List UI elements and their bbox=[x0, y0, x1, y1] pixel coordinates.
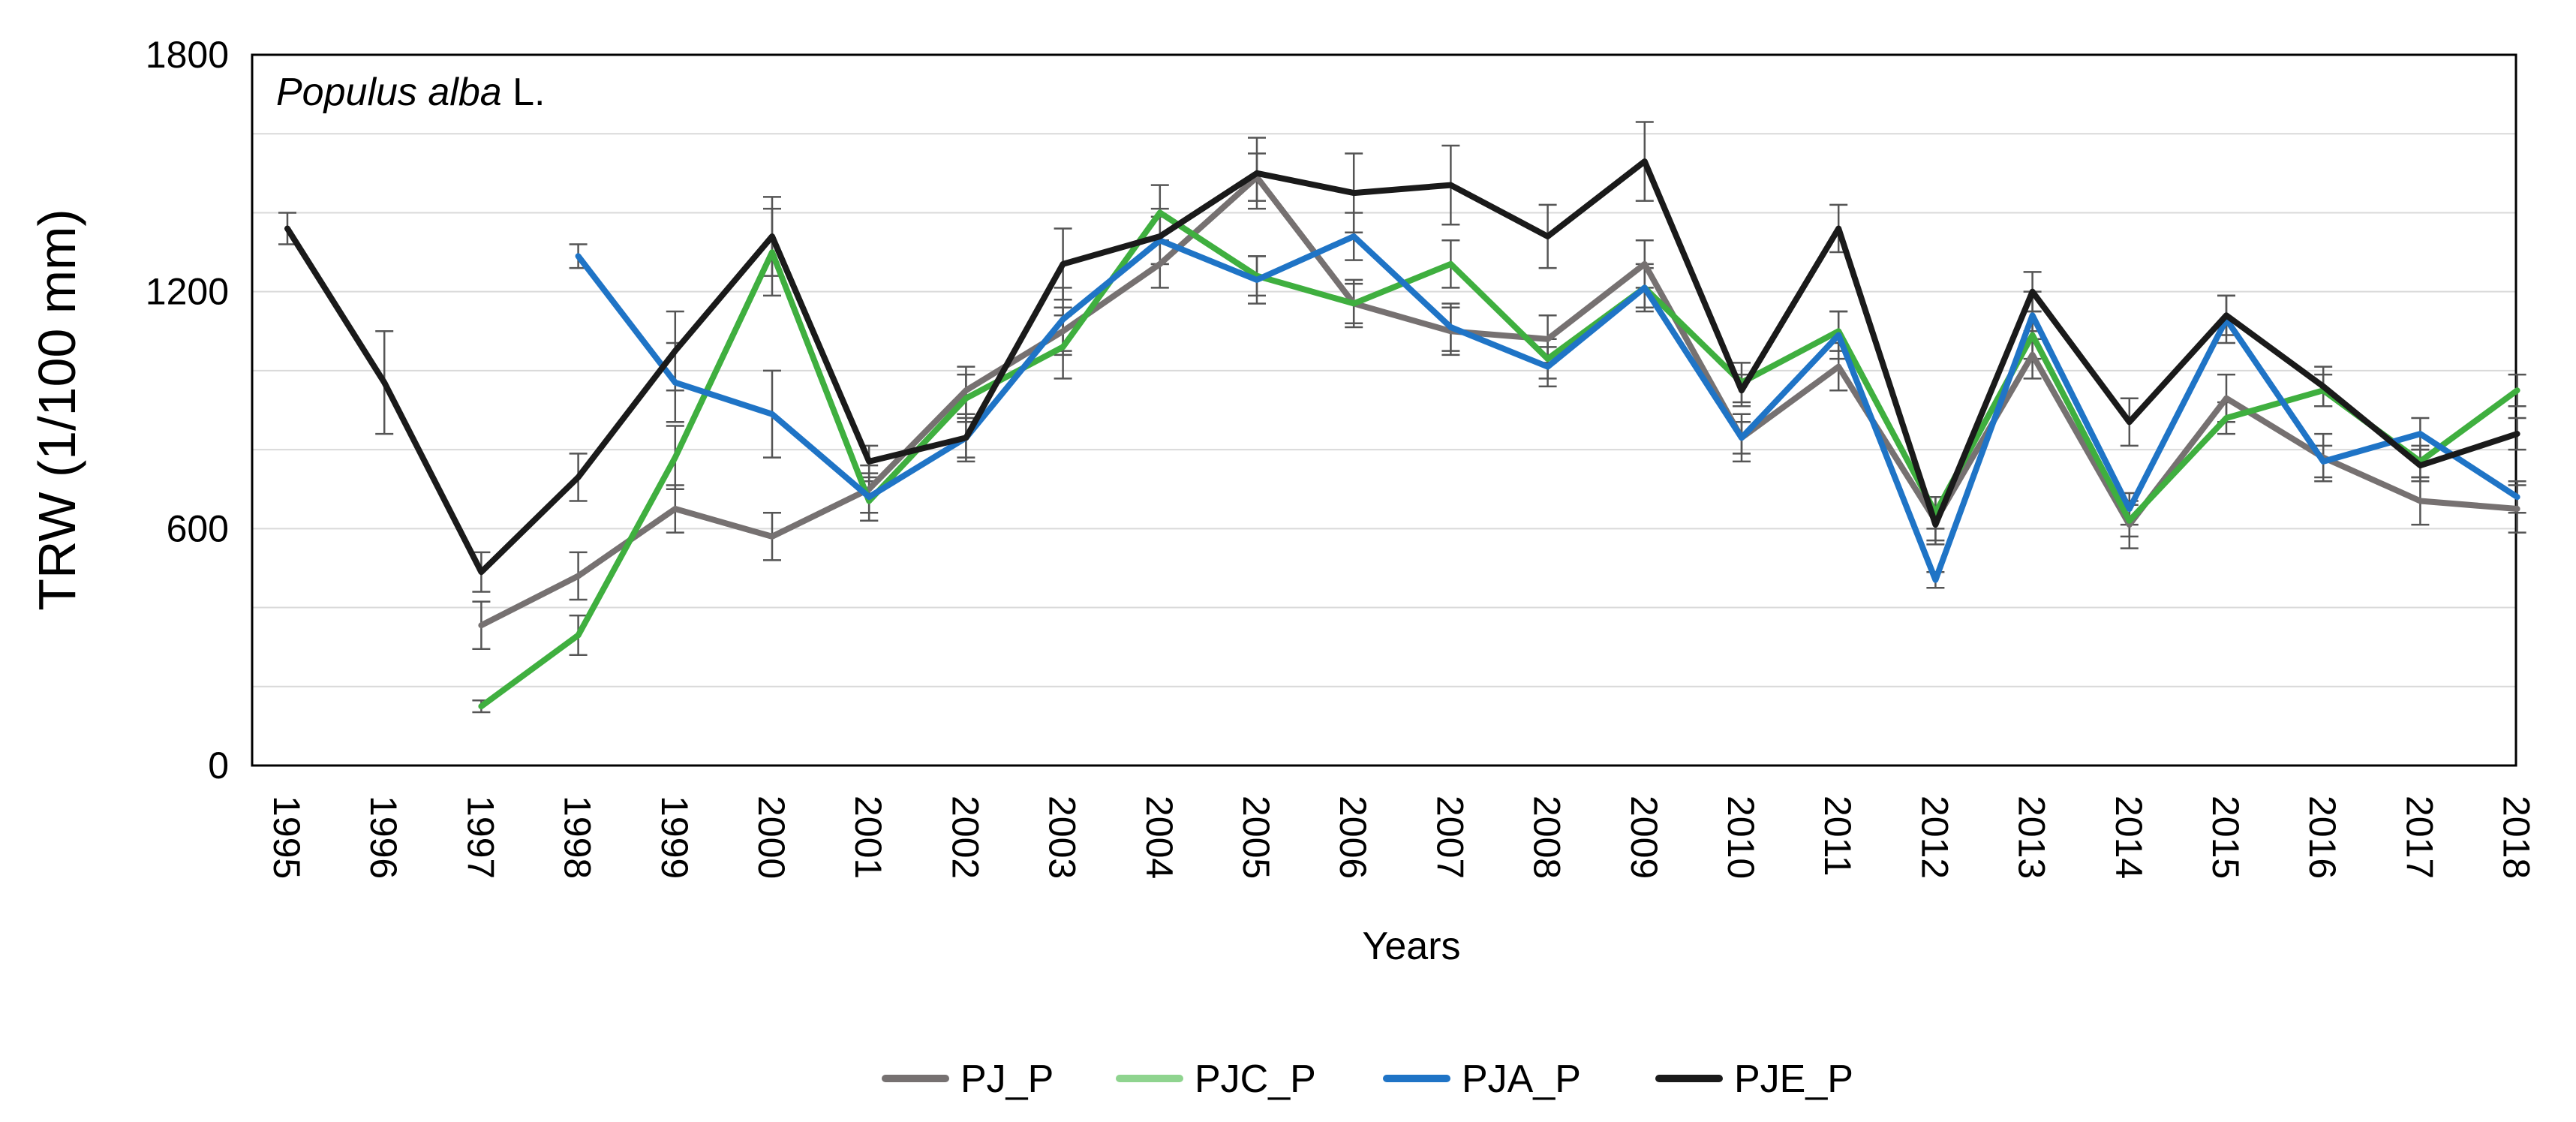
series-line-PJA_P bbox=[575, 233, 2520, 583]
x-tick-label-2002: 2002 bbox=[944, 796, 986, 879]
series-line-PJ_P bbox=[478, 174, 2520, 629]
x-tick-label-2000: 2000 bbox=[750, 796, 792, 879]
grid-lines bbox=[252, 133, 2516, 687]
x-tick-label-2018: 2018 bbox=[2496, 796, 2538, 879]
x-tick-label-1996: 1996 bbox=[362, 796, 404, 879]
y-tick-label-0: 0 bbox=[208, 744, 229, 787]
x-axis-label: Years bbox=[1362, 925, 1460, 968]
legend-label-PJE_P: PJE_P bbox=[1734, 1057, 1853, 1101]
y-tick-label-1200: 1200 bbox=[146, 271, 229, 313]
x-tick-label-2005: 2005 bbox=[1235, 796, 1277, 879]
x-tick-label-2015: 2015 bbox=[2205, 796, 2247, 879]
x-tick-label-2003: 2003 bbox=[1042, 796, 1084, 879]
x-tick-label-2007: 2007 bbox=[1429, 796, 1471, 879]
error-bars bbox=[278, 121, 2526, 714]
legend-label-PJA_P: PJA_P bbox=[1462, 1057, 1581, 1101]
panel-title-species: Populus alba bbox=[276, 71, 502, 114]
x-tick-label-1997: 1997 bbox=[459, 796, 501, 879]
x-tick-label-1998: 1998 bbox=[557, 796, 599, 879]
panel-title-authority: L. bbox=[502, 71, 546, 114]
legend-label-PJC_P: PJC_P bbox=[1195, 1057, 1316, 1101]
x-tick-label-2016: 2016 bbox=[2301, 796, 2343, 879]
x-tick-label-2013: 2013 bbox=[2011, 796, 2053, 879]
legend: PJ_P PJC_P PJA_P PJE_P bbox=[882, 1057, 1853, 1101]
series-lines bbox=[284, 158, 2520, 710]
x-tick-labels: 1995 1996 1997 1998 1999 2000 2001 2002 2003 2004… bbox=[266, 796, 2538, 879]
x-tick-label-2001: 2001 bbox=[847, 796, 889, 879]
y-tick-labels: 0 600 1200 1800 bbox=[146, 34, 229, 787]
panel-title: Populus alba L. bbox=[276, 71, 546, 114]
x-tick-label-2017: 2017 bbox=[2398, 796, 2440, 879]
x-tick-label-2008: 2008 bbox=[1526, 796, 1568, 879]
x-tick-label-2010: 2010 bbox=[1720, 796, 1762, 879]
series-line-PJE_P bbox=[284, 158, 2520, 576]
x-tick-label-2009: 2009 bbox=[1623, 796, 1665, 879]
x-tick-label-2012: 2012 bbox=[1913, 796, 1955, 879]
plot-frame bbox=[251, 53, 2517, 767]
x-tick-label-1999: 1999 bbox=[654, 796, 696, 879]
x-tick-label-2004: 2004 bbox=[1138, 796, 1180, 879]
legend-label-PJ_P: PJ_P bbox=[960, 1057, 1054, 1101]
y-axis-label: TRW (1/100 mm) bbox=[28, 209, 86, 610]
x-tick-label-2006: 2006 bbox=[1332, 796, 1374, 879]
y-tick-label-600: 600 bbox=[167, 507, 229, 549]
y-tick-label-1800: 1800 bbox=[146, 34, 229, 76]
series-line-PJC_P bbox=[478, 209, 2520, 710]
x-tick-label-2014: 2014 bbox=[2108, 796, 2150, 879]
x-tick-label-2011: 2011 bbox=[1817, 796, 1859, 877]
x-tick-label-1995: 1995 bbox=[266, 796, 308, 879]
